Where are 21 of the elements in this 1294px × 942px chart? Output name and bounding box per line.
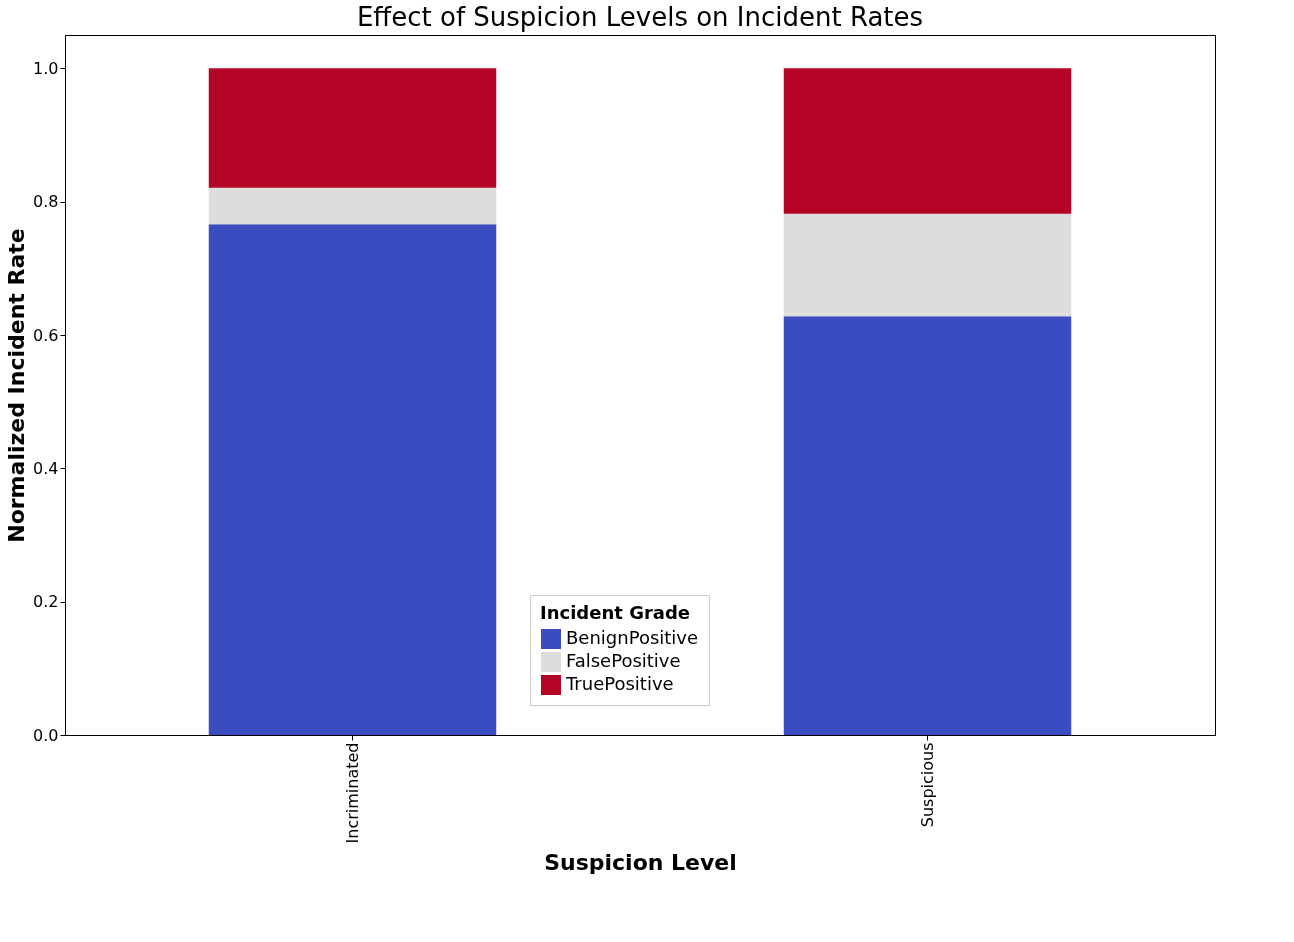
legend-label: FalsePositive <box>566 650 681 671</box>
x-axis-title: Suspicion Level <box>544 850 737 876</box>
y-tick-label: 0.0 <box>33 725 59 745</box>
x-tick-label: Suspicious <box>917 742 937 828</box>
legend-label: BenignPositive <box>566 627 699 648</box>
bar <box>783 213 1072 317</box>
y-tick-label: 1.0 <box>33 58 59 78</box>
x-tick-label: Incriminated <box>342 742 362 844</box>
y-tick-label: 0.4 <box>33 458 59 478</box>
bar <box>783 68 1072 214</box>
bar <box>208 224 497 735</box>
y-tick-label: 0.2 <box>33 592 59 612</box>
bar <box>208 68 497 188</box>
legend-label: TruePositive <box>565 673 674 694</box>
bar <box>783 316 1072 735</box>
y-tick-label: 0.6 <box>33 325 59 345</box>
y-tick-label: 0.8 <box>33 192 59 212</box>
bar <box>208 187 497 225</box>
chart-title: Effect of Suspicion Levels on Incident Rates <box>356 2 924 32</box>
y-axis-title: Normalized Incident Rate <box>4 228 30 543</box>
legend-title: Incident Grade <box>540 602 691 623</box>
